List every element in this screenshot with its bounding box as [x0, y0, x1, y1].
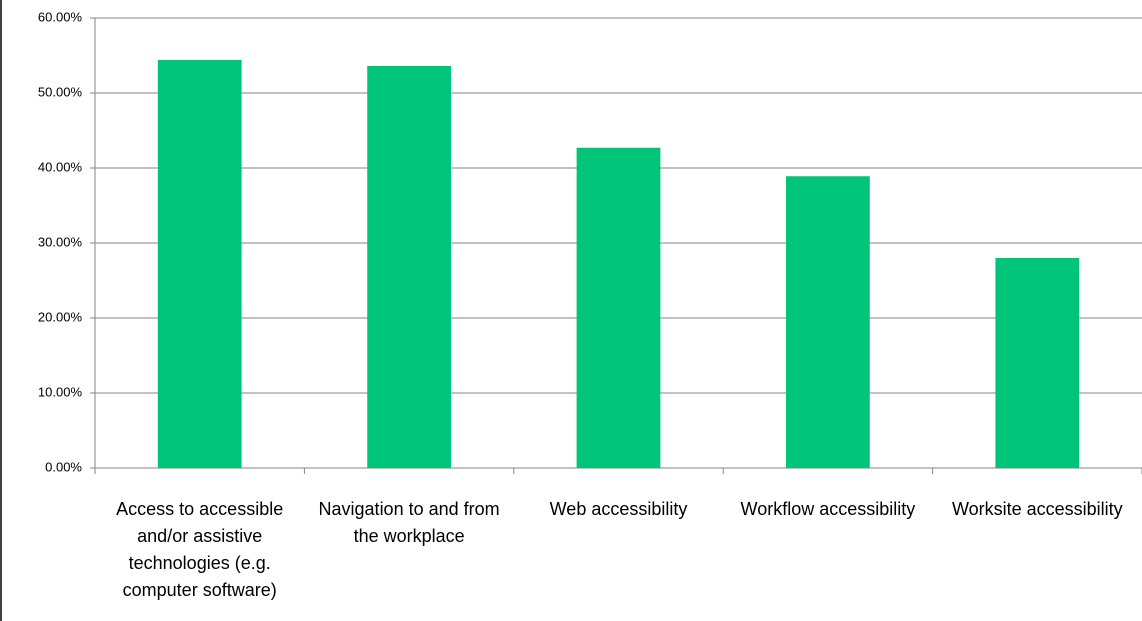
bar: [995, 258, 1080, 468]
x-tick-label: Access to accessible and/or assistive te…: [116, 499, 284, 600]
y-tick-label: 20.00%: [38, 309, 83, 324]
y-tick-label: 60.00%: [38, 9, 83, 24]
x-tick-label: Web accessibility: [549, 499, 688, 519]
bar: [576, 147, 661, 468]
y-tick-label: 0.00%: [45, 459, 82, 474]
y-tick-label: 50.00%: [38, 84, 83, 99]
bar: [157, 60, 242, 468]
x-tick-label: Worksite accessibility: [951, 499, 1123, 519]
bar: [786, 176, 870, 468]
y-tick-label: 30.00%: [38, 234, 83, 249]
x-tick-label: Workflow accessibility: [740, 499, 916, 519]
x-tick-label: Navigation to and from the workplace: [318, 499, 500, 546]
bar: [367, 66, 451, 468]
y-tick-label: 10.00%: [38, 384, 83, 399]
y-tick-label: 40.00%: [38, 159, 83, 174]
